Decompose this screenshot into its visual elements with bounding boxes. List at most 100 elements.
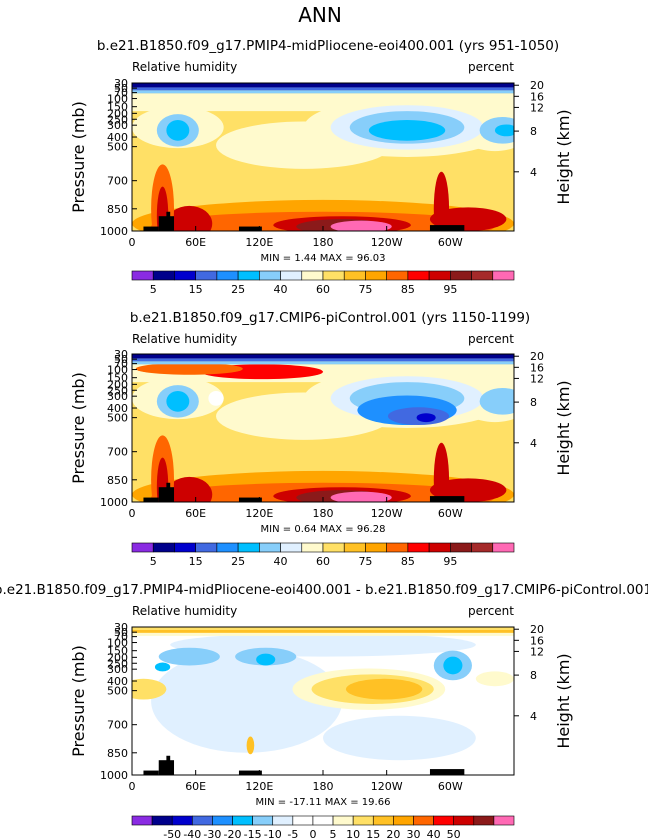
colorbar-swatch [365,270,387,281]
x-tick-label: 180 [313,236,334,249]
colorbar: 5 15 25 40 60 75 85 95 [131,270,515,296]
x-tick-label: 120E [245,236,273,249]
y-tick-label: 400 [107,675,128,688]
colorbar-label: 40 [274,555,288,568]
colorbar-label: 15 [189,555,203,568]
colorbar-swatch [322,542,345,553]
contour-fill [433,442,450,502]
contour-fill [132,87,514,91]
y-tick-label: 250 [107,113,128,126]
colorbar-swatch [131,542,154,553]
y-axis-label: Pressure (mb) [69,645,88,757]
x-tick-label: 120W [371,780,403,793]
contour-fill [479,388,514,415]
colorbar-label: 20 [386,828,400,839]
y-tick-label: 200 [107,378,128,391]
contour-fill [246,736,255,755]
colorbar-swatch [292,815,314,826]
colorbar-swatch [428,542,451,553]
x-tick-label: 180 [313,507,334,520]
colorbar-swatch [195,542,218,553]
topography-mask [429,769,465,775]
colorbar-label: 85 [401,555,415,568]
y-tick-label: 70 [114,631,128,644]
colorbar-label: 0 [309,828,316,839]
colorbar-label: 75 [358,555,372,568]
colorbar-swatch [152,542,175,553]
colorbar-swatch [237,542,260,553]
colorbar-label: -50 [163,828,181,839]
y-tick-label: 500 [107,141,128,154]
contour-fill [132,629,514,633]
contour-field [132,83,514,231]
panel-title: b.e21.B1850.f09_g17.CMIP6-piControl.001 … [130,310,530,326]
contour-fill [135,362,243,375]
y-tick-label: 250 [107,384,128,397]
y-tick-label: 200 [107,651,128,664]
left-label: Relative humidity [132,332,237,346]
y-tick-label: 50 [114,626,128,639]
y-tick-label: 500 [107,412,128,425]
x-tick-label: 120E [245,507,273,520]
colorbar-swatch [407,270,430,281]
colorbar-swatch [343,542,366,553]
colorbar-label: 85 [401,283,415,296]
contour-fill [132,627,514,630]
x-tick-label: 60E [185,780,206,793]
colorbar-label: -20 [224,828,242,839]
y-tick-label: 50 [114,353,128,366]
y-tick-label: 300 [107,119,128,132]
contour-fill [132,354,514,359]
contour-fill [323,715,476,761]
y-axis-label: Pressure (mb) [69,372,88,484]
colorbar-label: 95 [443,555,457,568]
colorbar-swatch [174,270,196,281]
x-tick-label: 60E [185,507,206,520]
x-tick-label: 0 [129,780,136,793]
colorbar-swatch [450,270,472,281]
contour-fill [330,220,392,231]
colorbar-label: 15 [189,283,203,296]
colorbar-swatch [232,815,253,826]
colorbar-swatch [473,815,495,826]
colorbar-swatch [151,815,173,826]
y2-axis-label: Height (km) [554,109,573,204]
colorbar-swatch [259,270,281,281]
colorbar-swatch [322,270,345,281]
colorbar-swatch [280,542,303,553]
y2-tick-label: 20 [530,350,544,363]
topography-mask [429,496,465,502]
y2-tick-label: 16 [530,634,544,647]
colorbar-swatch [407,542,430,553]
panel-title: b.e21.B1850.f09_g17.PMIP4-midPliocene-eo… [97,38,559,54]
topography-mask [143,226,159,231]
colorbar-swatch [152,270,175,281]
y-tick-label: 250 [107,657,128,670]
contour-fill [494,124,514,137]
colorbar-label: -30 [203,828,221,839]
colorbar-swatch [272,815,294,826]
colorbar-label: 60 [316,555,330,568]
contour-fill [443,656,463,675]
colorbar-swatch [332,815,354,826]
x-tick-label: 0 [129,507,136,520]
y-tick-label: 50 [114,82,128,95]
panel-2: b.e21.B1850.f09_g17.CMIP6-piControl.001 … [69,310,573,568]
topography-mask [143,770,159,775]
x-tick-label: 120W [371,236,403,249]
contour-fill [256,653,276,666]
topography-mask [238,770,262,775]
y-tick-label: 850 [107,747,128,760]
colorbar-swatch [131,815,153,826]
y-tick-label: 100 [107,93,128,106]
topography-mask [238,497,262,502]
y-tick-label: 300 [107,663,128,676]
colorbar-label: 40 [427,828,441,839]
topography-mask [238,226,262,231]
y2-tick-label: 20 [530,79,544,92]
colorbar-swatch [471,542,494,553]
x-tick-label: 60W [438,780,463,793]
y-tick-label: 1000 [100,496,128,509]
contour-fill [166,205,213,231]
